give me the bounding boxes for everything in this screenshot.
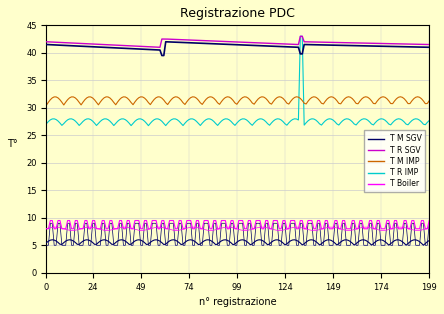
Y-axis label: T°: T° [7,139,18,149]
Legend: T M SGV, T R SGV, T M IMP, T R IMP, T Boiler: T M SGV, T R SGV, T M IMP, T R IMP, T Bo… [365,131,425,192]
X-axis label: n° registrazione: n° registrazione [199,297,277,307]
Title: Registrazione PDC: Registrazione PDC [180,7,295,20]
